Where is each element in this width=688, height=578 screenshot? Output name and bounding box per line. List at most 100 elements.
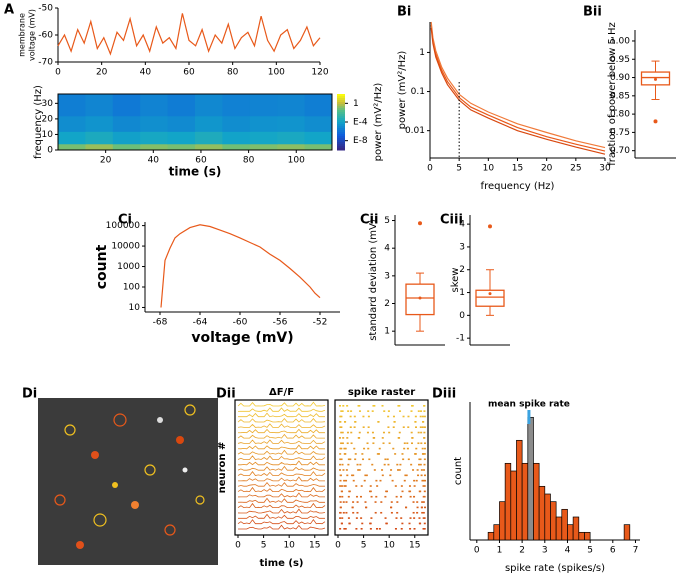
spike xyxy=(390,506,393,509)
heatmap-cell xyxy=(277,143,306,151)
spike xyxy=(417,442,420,445)
spike xyxy=(370,517,373,519)
trace xyxy=(237,455,326,461)
y-tick-label: 10 xyxy=(42,130,54,140)
colorbar-tick-label: 1 xyxy=(353,99,359,109)
y-axis-label: skew xyxy=(450,268,461,293)
spike xyxy=(355,517,358,519)
x-tick-label: 5 xyxy=(587,546,593,556)
spike xyxy=(365,474,368,477)
y-tick-label: 0.75 xyxy=(610,128,630,138)
histogram-bar xyxy=(516,439,523,541)
spike xyxy=(398,431,401,434)
spike xyxy=(364,474,367,477)
colorbar-segment xyxy=(337,96,345,99)
heatmap-cell xyxy=(167,115,196,132)
spike xyxy=(347,463,350,466)
heatmap-cell xyxy=(58,131,86,145)
spike xyxy=(418,490,421,493)
spike xyxy=(355,485,358,487)
spike xyxy=(387,410,390,412)
trace xyxy=(237,428,325,434)
spike xyxy=(343,479,346,482)
spike xyxy=(423,405,426,407)
y-tick-label: 0.90 xyxy=(610,73,630,83)
spike xyxy=(372,405,375,407)
heatmap-cell xyxy=(304,131,333,145)
spike xyxy=(366,442,369,445)
spike xyxy=(399,463,402,466)
spike xyxy=(403,442,406,445)
panel-label: Bi xyxy=(397,5,411,20)
y-axis-label: fraction of power below 5 Hz xyxy=(607,22,618,166)
microscopy-image xyxy=(38,398,218,565)
spike xyxy=(412,511,415,514)
spike xyxy=(423,437,426,439)
spike xyxy=(410,463,413,466)
spike xyxy=(341,463,344,466)
spike xyxy=(339,415,342,418)
colorbar-segment xyxy=(337,138,345,141)
spike xyxy=(347,517,350,519)
spike xyxy=(339,453,342,455)
spike xyxy=(363,479,366,482)
spike xyxy=(371,431,374,434)
y-tick-label: -60 xyxy=(38,31,53,41)
colorbar-label: power (mV²/Hz) xyxy=(373,83,384,162)
spike xyxy=(404,506,407,509)
spike xyxy=(410,431,413,434)
spike xyxy=(387,415,390,418)
trace xyxy=(237,423,326,428)
spike xyxy=(409,517,412,519)
spike xyxy=(339,517,342,519)
panel-label: Ciii xyxy=(440,213,463,228)
y-axis-label: voltage (mV) xyxy=(28,9,37,61)
heatmap-cell xyxy=(112,131,141,145)
heatmap-cell xyxy=(195,115,223,132)
x-tick-label: 100 xyxy=(268,68,285,78)
spike xyxy=(371,410,374,412)
y-tick-label: 0.1 xyxy=(411,87,425,97)
spike xyxy=(367,415,370,418)
spike xyxy=(423,410,426,412)
spike xyxy=(347,458,350,461)
spike xyxy=(422,421,425,423)
spike xyxy=(349,415,352,418)
panel-title: spike raster xyxy=(348,387,415,398)
x-tick-label: 3 xyxy=(542,546,548,556)
heatmap-cell xyxy=(140,94,169,117)
spike xyxy=(350,410,353,412)
trace xyxy=(237,444,325,450)
spike xyxy=(397,437,400,439)
spike xyxy=(369,522,372,525)
colorbar-segment xyxy=(337,128,345,131)
spike xyxy=(343,528,346,530)
histogram-bar xyxy=(499,501,506,541)
spike xyxy=(414,415,417,418)
x-tick-label: 4 xyxy=(565,546,571,556)
histogram-bar xyxy=(550,501,557,541)
spike xyxy=(345,501,348,503)
trace xyxy=(237,502,326,509)
spike xyxy=(402,458,405,461)
outlier xyxy=(488,224,492,229)
spike xyxy=(375,479,378,482)
spike xyxy=(367,426,370,428)
spike xyxy=(381,405,384,407)
spike xyxy=(423,485,426,487)
line-series xyxy=(160,224,321,308)
spike xyxy=(351,474,354,477)
spike xyxy=(396,511,399,514)
spike xyxy=(422,479,425,482)
x-tick-label: 7 xyxy=(633,546,639,556)
spike xyxy=(370,495,373,498)
x-tick-label: 1 xyxy=(497,546,503,556)
spike xyxy=(394,453,397,455)
heatmap-cell xyxy=(112,115,141,132)
spike xyxy=(360,528,363,530)
colorbar-segment xyxy=(337,114,345,117)
y-tick-label: 0 xyxy=(47,146,53,156)
x-tick-label: 30 xyxy=(599,164,611,174)
y-tick-label: 30 xyxy=(42,99,54,109)
spike xyxy=(341,442,344,445)
